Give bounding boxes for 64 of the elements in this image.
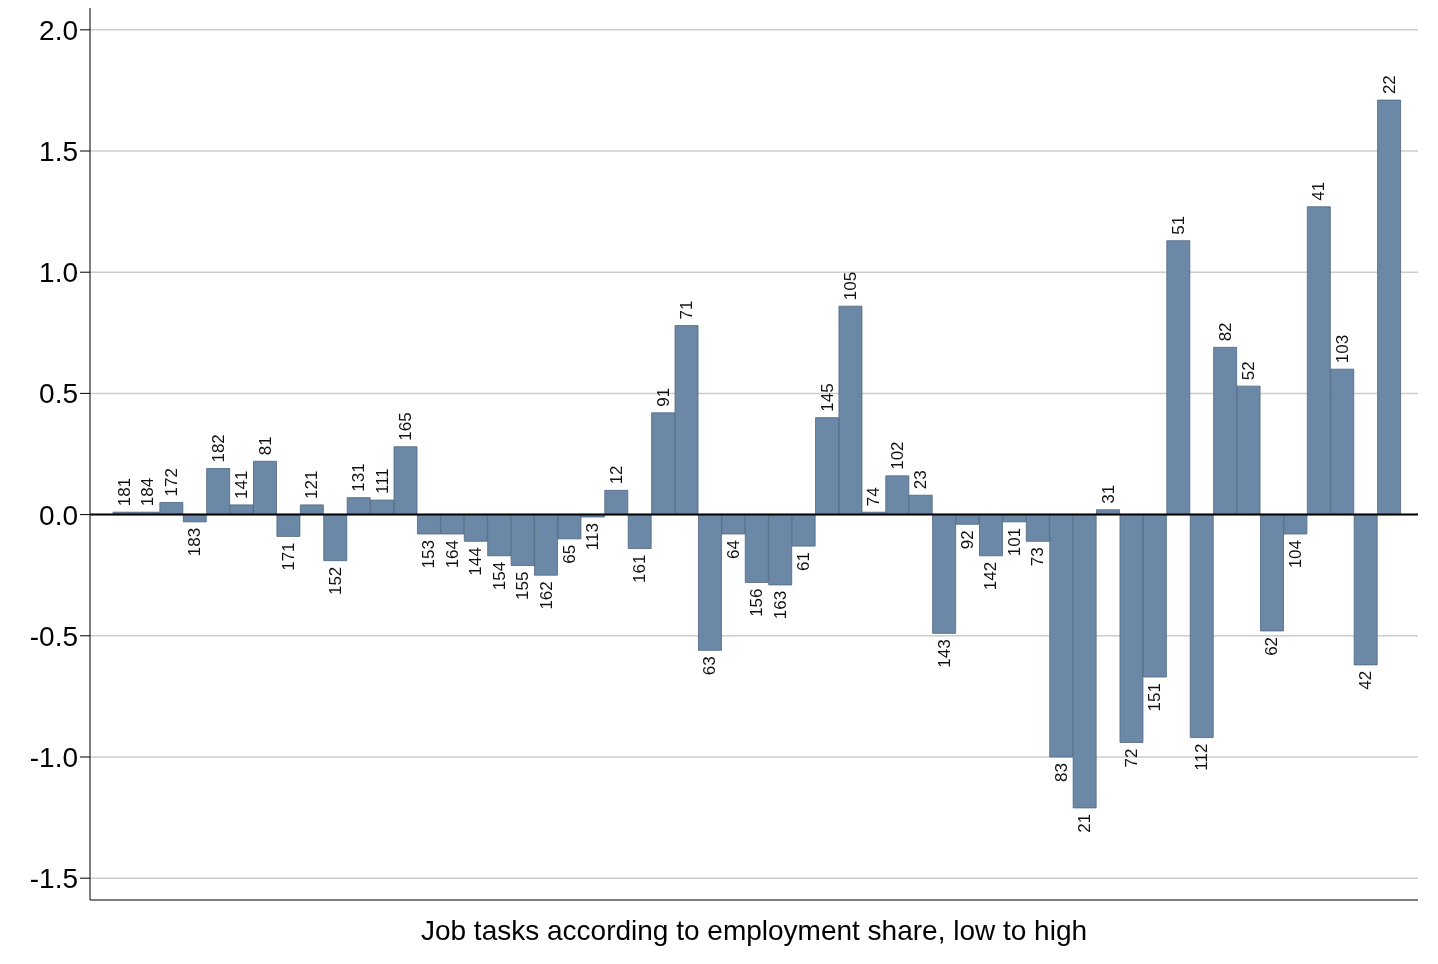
y-tick-label: 0.5	[39, 378, 78, 410]
x-tick-label: 162	[536, 581, 556, 610]
x-tick-label: 81	[255, 436, 275, 456]
x-tick-label: 141	[232, 470, 252, 499]
y-tick-label: -0.5	[29, 620, 78, 652]
x-tick-label: 104	[1285, 539, 1305, 569]
x-tick-label: 181	[115, 477, 134, 507]
x-tick-label: 113	[583, 523, 603, 551]
x-tick-label: 183	[185, 527, 205, 557]
x-tick-label: 171	[278, 542, 298, 571]
x-tick-label: 144	[466, 547, 486, 576]
x-tick-label: 163	[770, 590, 790, 620]
x-tick-label: 71	[677, 300, 697, 320]
x-tick-label: 63	[700, 656, 720, 676]
x-tick-label: 64	[723, 539, 743, 559]
x-tick-label: 165	[396, 412, 416, 441]
x-tick-label: 121	[302, 470, 322, 499]
x-tick-label: 184	[138, 477, 158, 507]
x-tick-label: 103	[1332, 334, 1352, 364]
x-tick-label: 62	[1262, 636, 1282, 656]
y-tick-label: 0.0	[39, 499, 78, 531]
x-tick-label: 21	[1075, 813, 1095, 833]
x-tick-label: 155	[513, 571, 533, 600]
x-tick-label: 31	[1098, 484, 1118, 504]
x-tick-label: 154	[489, 561, 509, 591]
x-tick-label: 143	[934, 639, 954, 668]
x-tick-label: 102	[887, 441, 907, 470]
x-tick-label: 73	[1028, 547, 1048, 567]
x-tick-label: 83	[1051, 762, 1071, 782]
x-tick-label: 72	[1121, 748, 1141, 768]
y-tick-label: 1.0	[39, 257, 78, 289]
x-tick-label: 12	[606, 465, 626, 485]
x-tick-label: 131	[349, 463, 369, 492]
x-tick-label: 23	[911, 470, 931, 490]
x-tick-label: 112	[1192, 743, 1212, 771]
x-tick-label: 92	[958, 530, 978, 550]
x-tick-label: 105	[840, 271, 860, 301]
x-tick-label: 51	[1168, 215, 1188, 235]
x-tick-label: 101	[1004, 527, 1024, 557]
x-tick-label: 91	[653, 387, 673, 407]
y-tick-label: -1.5	[29, 863, 78, 895]
x-tick-label: 42	[1356, 670, 1376, 690]
y-tick-label: 1.5	[39, 135, 78, 167]
y-tick-label: -1.0	[29, 741, 78, 773]
x-tick-label: 151	[1145, 683, 1165, 712]
x-tick-label: 156	[747, 588, 767, 617]
x-tick-label: 65	[559, 544, 579, 564]
x-tick-label: 145	[817, 383, 837, 412]
x-tick-label: 52	[1239, 361, 1259, 381]
x-tick-label: 61	[794, 552, 814, 572]
x-tick-label: 182	[208, 434, 228, 463]
x-tick-label: 172	[161, 468, 181, 497]
x-tick-label: 142	[981, 561, 1001, 591]
x-tick-label: 82	[1215, 322, 1235, 342]
x-tick-label: 164	[442, 539, 462, 569]
x-tick-label: 41	[1309, 181, 1329, 201]
x-tick-label: 161	[630, 554, 650, 583]
x-tick-label: 152	[325, 566, 345, 596]
x-axis-title: Job tasks according to employment share, low to high	[420, 915, 1088, 946]
x-tick-label: 111	[372, 468, 392, 495]
x-tick-label: 153	[419, 539, 439, 569]
y-tick-label: 2.0	[39, 14, 78, 46]
x-tick-label: 74	[864, 487, 884, 507]
x-tick-label: 22	[1379, 75, 1399, 95]
